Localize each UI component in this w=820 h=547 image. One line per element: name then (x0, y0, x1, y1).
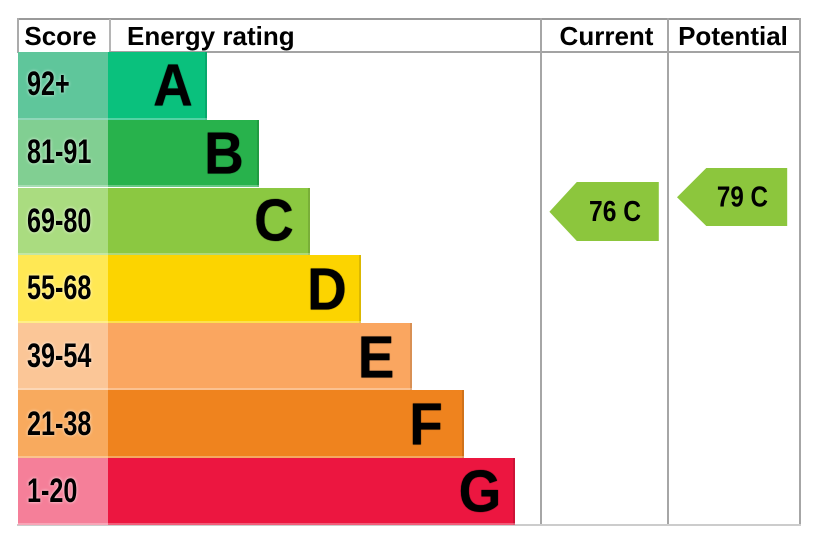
svg-text:76 C: 76 C (589, 196, 641, 228)
svg-text:79 C: 79 C (716, 182, 767, 214)
